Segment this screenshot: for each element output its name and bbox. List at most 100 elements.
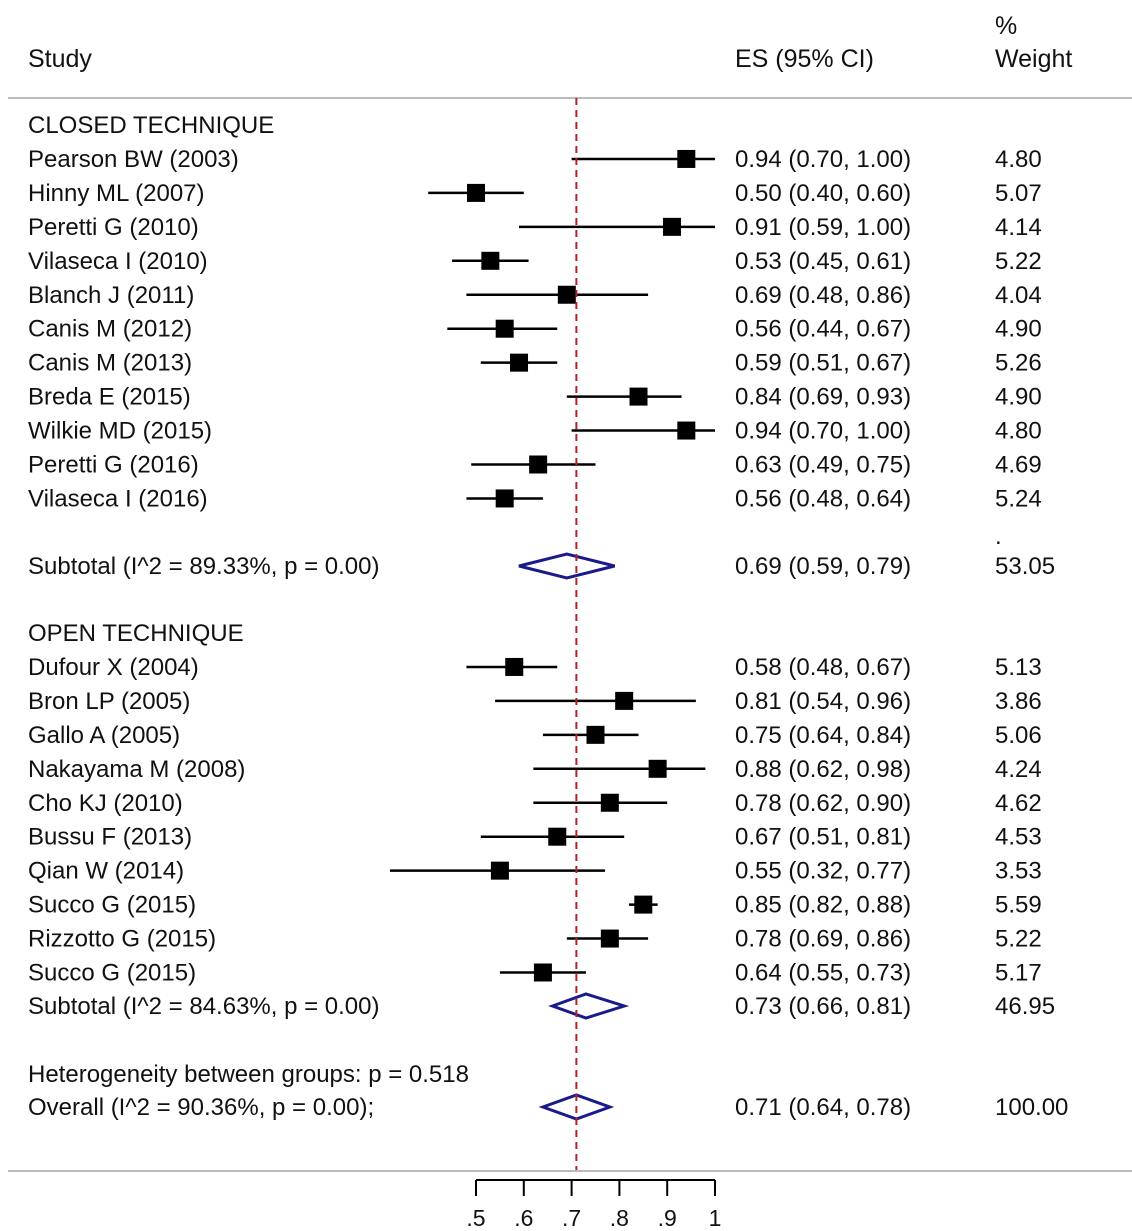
- study-name: Breda E (2015): [28, 384, 191, 411]
- x-tick-label: .7: [562, 1205, 581, 1231]
- effect-estimate: 0.69 (0.48, 0.86): [735, 282, 911, 309]
- effect-marker: [495, 319, 514, 338]
- effect-marker: [662, 217, 681, 236]
- effect-marker: [495, 489, 514, 508]
- study-weight: 5.06: [995, 722, 1042, 749]
- study-weight: 4.69: [995, 452, 1042, 479]
- effect-marker: [677, 149, 696, 168]
- x-tick-label: .6: [514, 1205, 533, 1231]
- study-weight: 4.14: [995, 214, 1042, 241]
- effect-estimate: 0.63 (0.49, 0.75): [735, 452, 911, 479]
- header-es: ES (95% CI): [735, 45, 874, 73]
- subtotal-label: Subtotal (I^2 = 84.63%, p = 0.00): [28, 993, 380, 1020]
- study-weight: 5.59: [995, 892, 1042, 919]
- study-weight: 5.22: [995, 248, 1042, 275]
- effect-marker: [600, 793, 619, 812]
- subtotal-weight: 46.95: [995, 993, 1055, 1020]
- effect-estimate: 0.81 (0.54, 0.96): [735, 688, 911, 715]
- study-weight: 5.07: [995, 180, 1042, 207]
- effect-estimate: 0.85 (0.82, 0.88): [735, 892, 911, 919]
- subtotal-label: Subtotal (I^2 = 89.33%, p = 0.00): [28, 553, 380, 580]
- study-name: Bussu F (2013): [28, 824, 192, 851]
- study-name: Succo G (2015): [28, 960, 196, 987]
- study-weight: 4.04: [995, 282, 1042, 309]
- study-name: Blanch J (2011): [28, 282, 194, 309]
- overall-weight: 100.00: [995, 1094, 1068, 1121]
- study-name: Peretti G (2010): [28, 214, 199, 241]
- effect-estimate: 0.94 (0.70, 1.00): [735, 418, 911, 445]
- effect-estimate: 0.59 (0.51, 0.67): [735, 350, 911, 377]
- study-weight: 4.62: [995, 790, 1042, 817]
- header-weight: Weight: [995, 45, 1072, 73]
- study-name: Nakayama M (2008): [28, 756, 245, 783]
- study-weight: 5.26: [995, 350, 1042, 377]
- effect-estimate: 0.91 (0.59, 1.00): [735, 214, 911, 241]
- subtotal-weight: 53.05: [995, 553, 1055, 580]
- study-name: Gallo A (2005): [28, 722, 180, 749]
- study-name: Hinny ML (2007): [28, 180, 205, 207]
- study-name: Rizzotto G (2015): [28, 926, 216, 953]
- study-name: Pearson BW (2003): [28, 146, 239, 173]
- subtotal-weight-mark: .: [995, 523, 1002, 550]
- effect-marker: [557, 285, 576, 304]
- group-label: OPEN TECHNIQUE: [28, 620, 244, 647]
- study-weight: 4.90: [995, 384, 1042, 411]
- study-weight: 5.17: [995, 960, 1042, 987]
- effect-marker: [634, 895, 653, 914]
- effect-estimate: 0.50 (0.40, 0.60): [735, 180, 911, 207]
- overall-estimate: 0.71 (0.64, 0.78): [735, 1094, 911, 1121]
- overall-label: Overall (I^2 = 90.36%, p = 0.00);: [28, 1094, 374, 1121]
- effect-marker: [648, 759, 667, 778]
- study-name: Bron LP (2005): [28, 688, 190, 715]
- effect-marker: [615, 691, 634, 710]
- study-name: Wilkie MD (2015): [28, 418, 212, 445]
- study-weight: 5.22: [995, 926, 1042, 953]
- subtotal-diamond: [548, 992, 630, 1020]
- study-weight: 5.13: [995, 654, 1042, 681]
- study-weight: 4.80: [995, 146, 1042, 173]
- header-weight-percent: %: [995, 12, 1017, 40]
- effect-marker: [629, 387, 648, 406]
- effect-estimate: 0.64 (0.55, 0.73): [735, 960, 911, 987]
- effect-marker: [677, 421, 696, 440]
- group-label: CLOSED TECHNIQUE: [28, 112, 274, 139]
- study-weight: 4.80: [995, 418, 1042, 445]
- study-name: Cho KJ (2010): [28, 790, 183, 817]
- effect-marker: [533, 963, 552, 982]
- x-tick-label: .5: [466, 1205, 485, 1231]
- study-weight: 3.53: [995, 858, 1042, 885]
- effect-estimate: 0.67 (0.51, 0.81): [735, 824, 911, 851]
- header-study: Study: [28, 45, 92, 73]
- effect-marker: [600, 929, 619, 948]
- effect-marker: [490, 861, 509, 880]
- study-weight: 4.24: [995, 756, 1042, 783]
- effect-estimate: 0.56 (0.44, 0.67): [735, 316, 911, 343]
- study-name: Qian W (2014): [28, 858, 184, 885]
- study-name: Canis M (2012): [28, 316, 192, 343]
- x-tick-label: .8: [610, 1205, 629, 1231]
- study-weight: 3.86: [995, 688, 1042, 715]
- study-name: Canis M (2013): [28, 350, 192, 377]
- effect-estimate: 0.53 (0.45, 0.61): [735, 248, 911, 275]
- effect-estimate: 0.78 (0.69, 0.86): [735, 926, 911, 953]
- study-weight: 5.24: [995, 485, 1042, 512]
- effect-estimate: 0.56 (0.48, 0.64): [735, 485, 911, 512]
- x-tick-label: 1: [709, 1205, 722, 1231]
- effect-estimate: 0.88 (0.62, 0.98): [735, 756, 911, 783]
- study-name: Succo G (2015): [28, 892, 196, 919]
- subtotal-estimate: 0.73 (0.66, 0.81): [735, 993, 911, 1020]
- study-name: Vilaseca I (2010): [28, 248, 208, 275]
- effect-marker: [510, 353, 529, 372]
- effect-marker: [529, 455, 548, 474]
- effect-estimate: 0.55 (0.32, 0.77): [735, 858, 911, 885]
- effect-estimate: 0.94 (0.70, 1.00): [735, 146, 911, 173]
- effect-estimate: 0.75 (0.64, 0.84): [735, 722, 911, 749]
- study-name: Dufour X (2004): [28, 654, 199, 681]
- effect-estimate: 0.84 (0.69, 0.93): [735, 384, 911, 411]
- effect-marker: [467, 183, 485, 202]
- effect-estimate: 0.78 (0.62, 0.90): [735, 790, 911, 817]
- effect-marker: [548, 827, 567, 846]
- effect-marker: [481, 251, 500, 270]
- subtotal-diamond: [518, 552, 615, 580]
